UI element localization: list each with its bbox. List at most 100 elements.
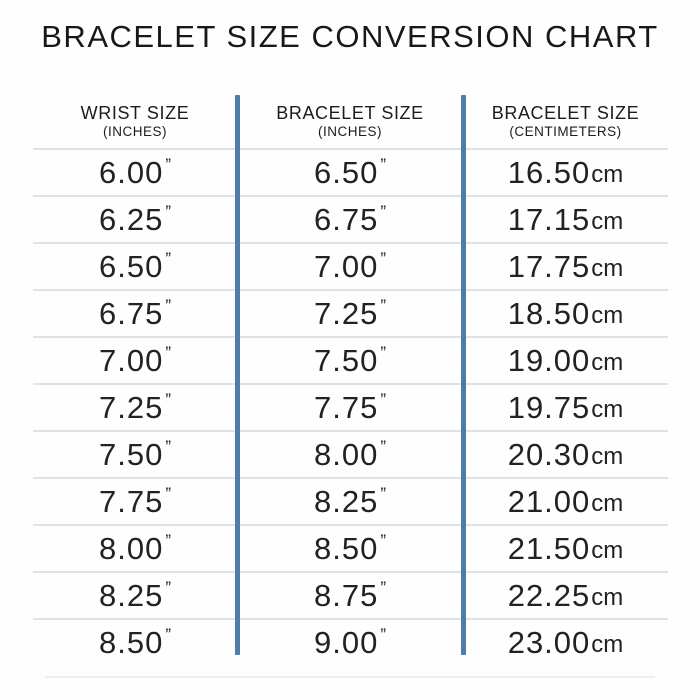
- cm-unit-label: cm: [591, 630, 624, 658]
- wrist-size-inches-cell: 7.75”: [33, 479, 237, 524]
- bracelet-size-cm-cell: 22.25 cm: [463, 573, 668, 618]
- header-sublabel: (CENTIMETERS): [509, 123, 622, 139]
- header-label: BRACELET SIZE: [276, 103, 424, 124]
- cm-unit-label: cm: [591, 583, 624, 611]
- cm-unit-label: cm: [591, 160, 624, 188]
- bracelet-size-inches-cell: 7.75”: [237, 385, 463, 430]
- table-row: 6.25” 6.75” 17.15 cm: [33, 197, 668, 244]
- bracelet-size-cm-cell: 18.50 cm: [463, 291, 668, 336]
- inch-mark: ”: [380, 155, 386, 174]
- bracelet-size-inches-cell: 8.50”: [237, 526, 463, 571]
- bracelet-size-inches-cell: 8.25”: [237, 479, 463, 524]
- conversion-table: WRIST SIZE (INCHES) BRACELET SIZE (INCHE…: [33, 85, 668, 665]
- header-wrist-size-inches: WRIST SIZE (INCHES): [33, 85, 237, 148]
- inch-mark: ”: [165, 202, 171, 221]
- bracelet-size-inches-value: 8.00: [313, 437, 379, 472]
- bracelet-size-inches-cell: 7.00”: [237, 244, 463, 289]
- bracelet-size-cm-cell: 23.00 cm: [463, 620, 668, 665]
- inch-mark: ”: [380, 531, 386, 550]
- bracelet-size-cm-value: 19.75: [507, 390, 591, 425]
- inch-mark: ”: [165, 578, 171, 597]
- table-row: 7.75” 8.25” 21.00 cm: [33, 479, 668, 526]
- wrist-size-value: 7.50: [98, 437, 164, 472]
- bracelet-size-cm-cell: 21.00 cm: [463, 479, 668, 524]
- wrist-size-inches-cell: 7.50”: [33, 432, 237, 477]
- header-bracelet-size-inches: BRACELET SIZE (INCHES): [237, 85, 463, 148]
- inch-mark: ”: [380, 578, 386, 597]
- bracelet-size-inches-value: 6.50: [313, 155, 379, 190]
- bracelet-size-cm-cell: 17.75 cm: [463, 244, 668, 289]
- table-row: 7.00” 7.50” 19.00 cm: [33, 338, 668, 385]
- header-label: BRACELET SIZE: [491, 103, 640, 124]
- bracelet-size-inches-cell: 8.00”: [237, 432, 463, 477]
- cm-unit-label: cm: [591, 442, 624, 470]
- bottom-faint-line: [45, 676, 655, 678]
- inch-mark: ”: [165, 343, 171, 362]
- inch-mark: ”: [380, 249, 386, 268]
- inch-mark: ”: [165, 390, 171, 409]
- bracelet-size-cm-value: 19.00: [507, 343, 591, 378]
- bracelet-size-cm-value: 23.00: [507, 625, 591, 660]
- table-row: 7.50” 8.00” 20.30 cm: [33, 432, 668, 479]
- header-sublabel: (INCHES): [318, 123, 382, 139]
- wrist-size-value: 6.25: [98, 202, 164, 237]
- bracelet-size-inches-cell: 6.50”: [237, 150, 463, 195]
- wrist-size-value: 6.00: [98, 155, 164, 190]
- bracelet-size-cm-value: 21.00: [507, 484, 591, 519]
- cm-unit-label: cm: [591, 207, 624, 235]
- bracelet-size-inches-cell: 6.75”: [237, 197, 463, 242]
- wrist-size-inches-cell: 7.25”: [33, 385, 237, 430]
- wrist-size-value: 7.25: [98, 390, 164, 425]
- bracelet-size-cm-value: 22.25: [507, 578, 591, 613]
- inch-mark: ”: [380, 202, 386, 221]
- bracelet-size-inches-value: 8.50: [313, 531, 379, 566]
- page-title: BRACELET SIZE CONVERSION CHART: [41, 19, 659, 54]
- bracelet-size-cm-cell: 16.50 cm: [463, 150, 668, 195]
- wrist-size-inches-cell: 6.75”: [33, 291, 237, 336]
- inch-mark: ”: [165, 437, 171, 456]
- bracelet-size-inches-cell: 8.75”: [237, 573, 463, 618]
- wrist-size-inches-cell: 6.25”: [33, 197, 237, 242]
- cm-unit-label: cm: [591, 348, 624, 376]
- bracelet-size-cm-value: 16.50: [507, 155, 591, 190]
- wrist-size-value: 8.50: [98, 625, 164, 660]
- bracelet-size-cm-value: 17.75: [507, 249, 591, 284]
- bracelet-size-inches-value: 8.25: [313, 484, 379, 519]
- wrist-size-value: 8.00: [98, 531, 164, 566]
- inch-mark: ”: [380, 625, 386, 644]
- wrist-size-inches-cell: 8.00”: [33, 526, 237, 571]
- inch-mark: ”: [165, 296, 171, 315]
- cm-unit-label: cm: [591, 395, 624, 423]
- wrist-size-inches-cell: 7.00”: [33, 338, 237, 383]
- cm-unit-label: cm: [591, 254, 624, 282]
- cm-unit-label: cm: [591, 536, 624, 564]
- bracelet-size-cm-cell: 20.30 cm: [463, 432, 668, 477]
- inch-mark: ”: [380, 390, 386, 409]
- wrist-size-value: 7.00: [98, 343, 164, 378]
- wrist-size-value: 8.25: [98, 578, 164, 613]
- table-body: 6.00” 6.50” 16.50 cm 6.25” 6.75” 17.15 cm: [33, 150, 668, 665]
- header-bracelet-size-centimeters: BRACELET SIZE (CENTIMETERS): [463, 85, 668, 148]
- wrist-size-value: 6.50: [98, 249, 164, 284]
- bracelet-size-inches-value: 7.50: [313, 343, 379, 378]
- bracelet-size-inches-value: 7.25: [313, 296, 379, 331]
- table-row: 8.00” 8.50” 21.50 cm: [33, 526, 668, 573]
- bracelet-size-cm-value: 21.50: [507, 531, 591, 566]
- table-row: 6.50 ” 7.00” 17.75 cm: [33, 244, 668, 291]
- inch-mark: ”: [165, 155, 171, 174]
- wrist-size-value: 7.75: [98, 484, 164, 519]
- bracelet-size-cm-cell: 19.00 cm: [463, 338, 668, 383]
- header-label: WRIST SIZE: [80, 103, 190, 124]
- bracelet-size-inches-value: 7.00: [313, 249, 379, 284]
- cm-unit-label: cm: [591, 301, 624, 329]
- inch-mark: ”: [380, 296, 386, 315]
- inch-mark: ”: [380, 437, 386, 456]
- wrist-size-inches-cell: 6.00”: [33, 150, 237, 195]
- table-row: 8.50” 9.00” 23.00 cm: [33, 620, 668, 665]
- bracelet-size-inches-cell: 9.00”: [237, 620, 463, 665]
- header-sublabel: (INCHES): [103, 123, 167, 139]
- inch-mark: ”: [165, 625, 171, 644]
- inch-mark: ”: [380, 343, 386, 362]
- column-divider-right: [461, 95, 466, 655]
